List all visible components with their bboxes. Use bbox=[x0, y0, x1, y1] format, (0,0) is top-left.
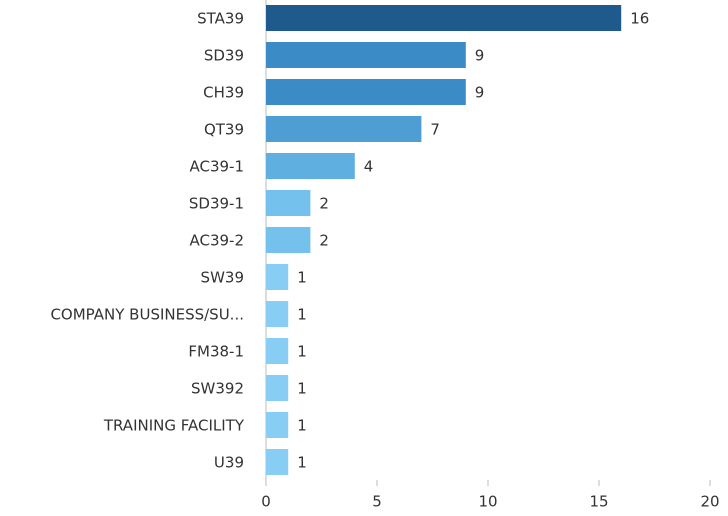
bar bbox=[266, 375, 289, 401]
bar bbox=[266, 264, 289, 290]
bar bbox=[266, 79, 466, 105]
x-tick-label: 20 bbox=[700, 493, 719, 511]
value-label: 1 bbox=[297, 454, 307, 472]
bar bbox=[266, 190, 311, 216]
value-label: 2 bbox=[319, 232, 329, 250]
bar bbox=[266, 153, 355, 179]
bar bbox=[266, 227, 311, 253]
y-tick-label: AC39-2 bbox=[189, 232, 244, 250]
y-tick-label: SD39-1 bbox=[189, 195, 244, 213]
value-label: 1 bbox=[297, 343, 307, 361]
y-tick-label: QT39 bbox=[204, 121, 244, 139]
value-label: 1 bbox=[297, 380, 307, 398]
bar bbox=[266, 116, 422, 142]
x-tick-label: 10 bbox=[478, 493, 497, 511]
value-label: 2 bbox=[319, 195, 329, 213]
y-tick-label: FM38-1 bbox=[188, 343, 244, 361]
value-label: 1 bbox=[297, 417, 307, 435]
bar bbox=[266, 42, 466, 68]
bar bbox=[266, 412, 289, 438]
x-tick-label: 5 bbox=[372, 493, 382, 511]
y-tick-label: SW392 bbox=[191, 380, 244, 398]
y-tick-label: U39 bbox=[214, 454, 244, 472]
y-tick-label: STA39 bbox=[197, 10, 244, 28]
y-tick-label: AC39-1 bbox=[189, 158, 244, 176]
y-tick-label: TRAINING FACILITY bbox=[103, 417, 245, 435]
y-tick-label: SD39 bbox=[204, 47, 244, 65]
value-label: 7 bbox=[430, 121, 440, 139]
y-tick-label: COMPANY BUSINESS/SU... bbox=[50, 306, 244, 324]
x-tick-label: 0 bbox=[261, 493, 271, 511]
value-label: 4 bbox=[364, 158, 374, 176]
value-label: 1 bbox=[297, 306, 307, 324]
x-tick-label: 15 bbox=[589, 493, 608, 511]
y-tick-label: CH39 bbox=[203, 84, 244, 102]
value-label: 9 bbox=[475, 47, 485, 65]
bar bbox=[266, 338, 289, 364]
bar bbox=[266, 301, 289, 327]
value-label: 1 bbox=[297, 269, 307, 287]
value-label: 9 bbox=[475, 84, 485, 102]
bar bbox=[266, 449, 289, 475]
value-label: 16 bbox=[630, 10, 649, 28]
y-tick-label: SW39 bbox=[201, 269, 244, 287]
bar bbox=[266, 5, 622, 31]
